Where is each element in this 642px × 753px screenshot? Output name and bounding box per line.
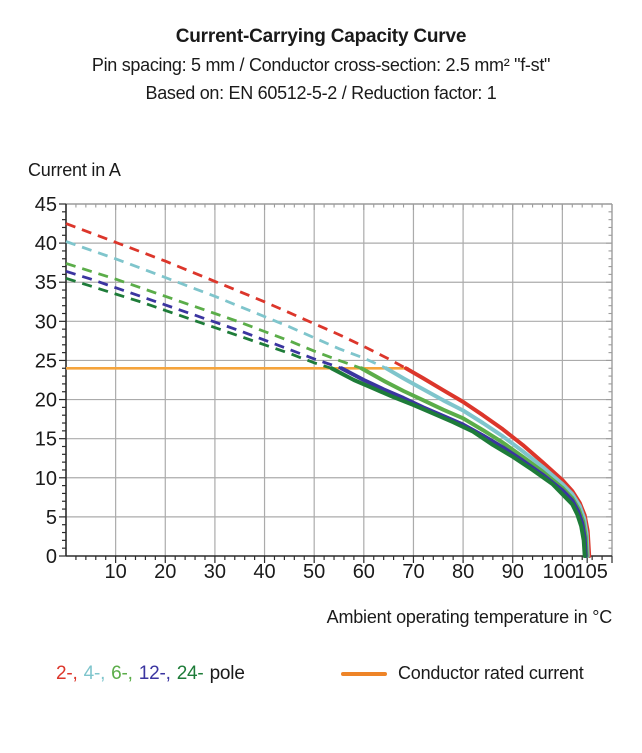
curve-dashed-4-pole [65,240,387,370]
x-tick-label: 70 [402,561,424,583]
y-tick-label: 30 [35,311,57,333]
legend-pole-suffix: pole [209,663,245,684]
chart-subtitle-spec: Pin spacing: 5 mm / Conductor cross-sect… [91,55,551,75]
x-tick-label: 90 [502,561,524,583]
x-tick-label: 105 [574,561,607,583]
curve-dashed-2-pole [65,222,407,370]
y-tick-label: 15 [35,429,57,451]
x-tick-label: 60 [353,561,375,583]
x-tick-label: 80 [452,561,474,583]
y-tick-label: 35 [35,272,57,294]
x-tick-label: 10 [105,561,127,583]
x-tick-label: 20 [154,561,176,583]
x-tick-label: 40 [253,561,275,583]
x-tick-label: 50 [303,561,325,583]
rated-current-label: Conductor rated current [398,663,584,683]
x-tick-label: 100 [543,561,576,583]
legend-poles: 2-, 4-, 6-, 12-, 24- pole [56,663,245,685]
y-tick-label: 25 [35,350,57,372]
chart-subtitle-standard: Based on: EN 60512-5-2 / Reduction facto… [145,83,497,103]
legend-pole-item: 2-, [56,663,78,684]
y-tick-label: 0 [46,546,57,568]
curve-solid-4-pole [384,366,590,558]
x-axis-title: Ambient operating temperature in °C [326,607,613,627]
chart-title: Current-Carrying Capacity Curve [175,26,467,47]
legend-pole-item: 12-, [138,663,171,684]
legend-pole-item: 24- [176,663,204,684]
y-tick-label: 5 [46,507,57,529]
curve-dashed-6-pole [65,262,362,370]
legend-pole-item: 6-, [111,663,133,684]
rated-current-swatch [341,671,387,676]
y-axis-title: Current in A [28,160,121,180]
curve-dashed-24-pole [65,276,333,370]
y-tick-label: 10 [35,468,57,490]
curve-solid-24-pole [329,366,587,558]
legend-rated: Conductor rated current [341,663,584,684]
legend-pole-item: 4-, [83,663,106,684]
x-tick-label: 30 [204,561,226,583]
y-tick-label: 20 [35,390,57,412]
y-tick-label: 45 [35,194,57,216]
y-tick-label: 40 [35,233,57,255]
curve-dashed-12-pole [65,269,342,370]
